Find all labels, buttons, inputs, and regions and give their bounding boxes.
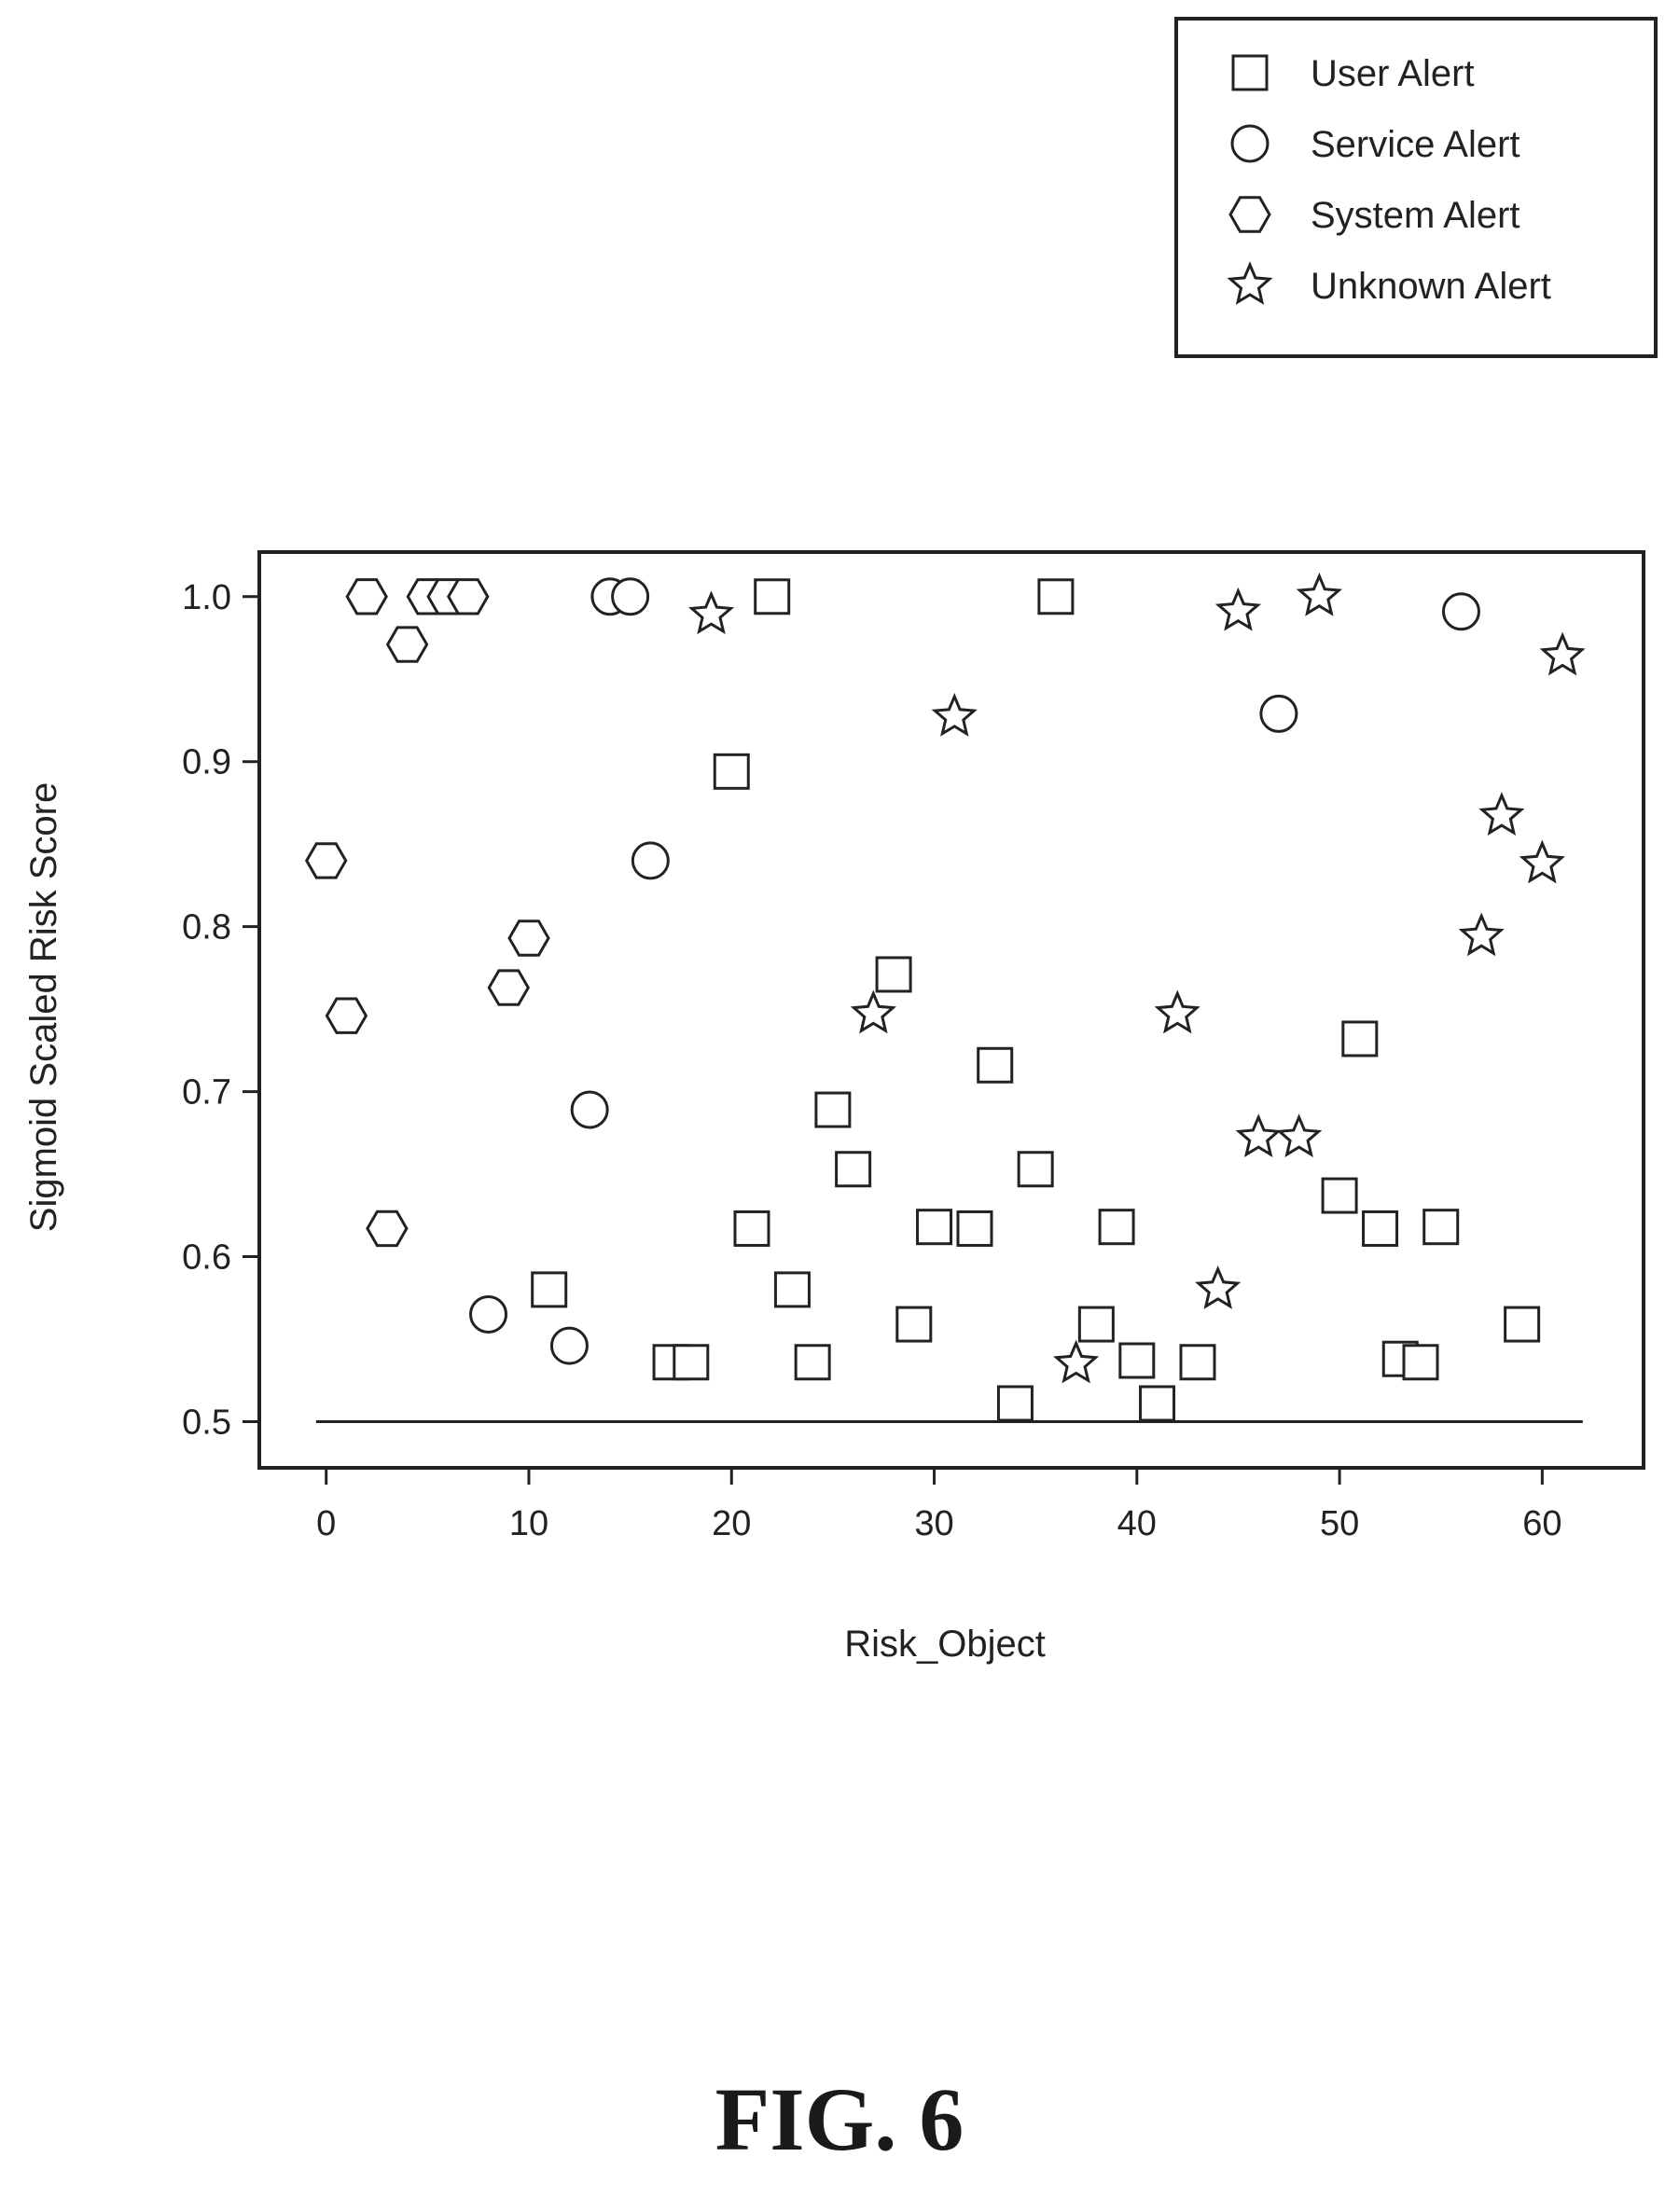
hexagon-point bbox=[507, 919, 550, 957]
star-point bbox=[1539, 631, 1586, 676]
legend-items: User Alert Service Alert System Alert Unkno… bbox=[1227, 53, 1551, 307]
legend-hexagon-icon bbox=[1228, 196, 1271, 233]
hexagon-point bbox=[345, 578, 388, 615]
square-point bbox=[1362, 1210, 1399, 1247]
data-points bbox=[304, 572, 1586, 1422]
y-tick-label: 0.5 bbox=[182, 1403, 231, 1442]
axis-ticks: 0 10 20 30 40 50 60 0.5 0.6 0.7 0.8 0.9 1.0 bbox=[182, 578, 1561, 1543]
star-point bbox=[1296, 572, 1342, 616]
legend-star-icon bbox=[1227, 261, 1273, 305]
square-point bbox=[977, 1046, 1014, 1084]
figure-caption: FIG. 6 bbox=[715, 2069, 964, 2169]
square-point bbox=[1504, 1306, 1541, 1343]
hexagon-point bbox=[385, 626, 429, 663]
star-point bbox=[1053, 1339, 1100, 1384]
square-point bbox=[895, 1306, 933, 1343]
square-point bbox=[713, 753, 750, 790]
legend: User Alert Service Alert System Alert Unkno… bbox=[1174, 17, 1658, 358]
circle-point bbox=[469, 1294, 508, 1334]
square-point bbox=[1179, 1344, 1216, 1381]
square-point bbox=[956, 1210, 993, 1247]
x-tick-label: 10 bbox=[509, 1504, 548, 1543]
square-point bbox=[1098, 1209, 1135, 1246]
star-point bbox=[687, 590, 735, 635]
square-point bbox=[1118, 1342, 1156, 1379]
y-tick-label: 0.8 bbox=[182, 908, 231, 947]
legend-label: Service Alert bbox=[1311, 124, 1520, 165]
circle-point bbox=[549, 1326, 589, 1365]
square-point bbox=[814, 1091, 852, 1128]
legend-label: User Alert bbox=[1311, 53, 1475, 94]
square-point bbox=[754, 578, 791, 615]
star-point bbox=[1214, 587, 1262, 631]
star-point bbox=[1478, 792, 1525, 836]
x-tick-label: 40 bbox=[1117, 1504, 1157, 1543]
y-tick-label: 0.7 bbox=[182, 1073, 231, 1113]
series-star bbox=[687, 572, 1586, 1384]
square-point bbox=[875, 956, 912, 993]
hexagon-point bbox=[366, 1210, 409, 1248]
square-point bbox=[835, 1151, 872, 1188]
square-point bbox=[673, 1344, 710, 1381]
square-point bbox=[916, 1209, 953, 1246]
star-point bbox=[1154, 989, 1200, 1034]
x-tick-label: 50 bbox=[1320, 1504, 1359, 1543]
x-tick-label: 60 bbox=[1522, 1504, 1561, 1543]
plot-frame bbox=[257, 550, 1645, 1470]
square-point bbox=[1402, 1344, 1439, 1381]
legend-square-icon bbox=[1231, 54, 1269, 91]
square-point bbox=[1037, 578, 1075, 615]
star-point bbox=[1235, 1113, 1282, 1158]
circle-point bbox=[1441, 592, 1480, 631]
legend-circle-icon bbox=[1230, 124, 1270, 163]
circle-point bbox=[1259, 694, 1298, 733]
square-point bbox=[1321, 1177, 1358, 1214]
hexagon-point bbox=[487, 969, 531, 1006]
square-point bbox=[733, 1210, 770, 1247]
y-tick-label: 0.6 bbox=[182, 1238, 231, 1278]
star-point bbox=[1195, 1265, 1242, 1309]
square-point bbox=[1422, 1209, 1460, 1246]
legend-label: System Alert bbox=[1311, 195, 1520, 236]
series-circle bbox=[469, 577, 1480, 1365]
square-point bbox=[1341, 1020, 1379, 1058]
series-square bbox=[531, 578, 1541, 1422]
x-tick-label: 20 bbox=[712, 1504, 751, 1543]
y-tick-label: 0.9 bbox=[182, 743, 231, 782]
circle-point bbox=[570, 1090, 609, 1129]
hexagon-point bbox=[325, 997, 368, 1034]
square-point bbox=[531, 1271, 568, 1308]
circle-point bbox=[631, 841, 670, 880]
hexagon-point bbox=[304, 842, 348, 879]
legend-label: Unknown Alert bbox=[1311, 266, 1551, 307]
square-point bbox=[794, 1344, 831, 1381]
star-point bbox=[1458, 912, 1505, 957]
y-axis-title: Sigmoid Scaled Risk Score bbox=[23, 782, 64, 1232]
x-tick-label: 30 bbox=[914, 1504, 953, 1543]
circle-point bbox=[611, 577, 650, 616]
square-point bbox=[1017, 1151, 1054, 1188]
square-point bbox=[996, 1385, 1034, 1422]
star-point bbox=[931, 693, 978, 737]
square-point bbox=[773, 1271, 811, 1308]
star-point bbox=[1276, 1113, 1323, 1158]
square-point bbox=[1139, 1385, 1176, 1422]
series-hexagon bbox=[304, 578, 550, 1248]
hexagon-point bbox=[447, 578, 490, 615]
x-tick-label: 0 bbox=[316, 1504, 336, 1543]
square-point bbox=[1077, 1306, 1115, 1343]
star-point bbox=[1519, 839, 1565, 884]
star-point bbox=[850, 989, 896, 1034]
y-tick-label: 1.0 bbox=[182, 578, 231, 617]
x-axis-title: Risk_Object bbox=[844, 1624, 1046, 1665]
